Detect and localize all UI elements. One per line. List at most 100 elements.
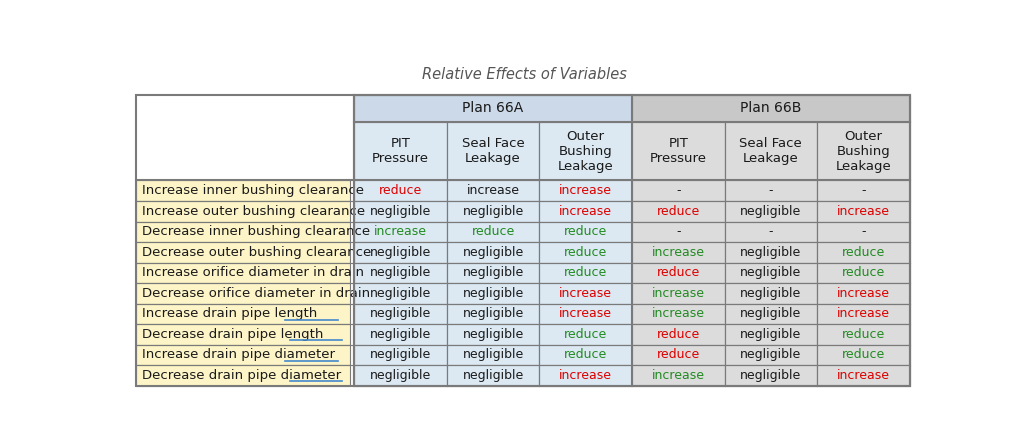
- Text: -: -: [676, 225, 681, 238]
- Bar: [817, 303, 909, 324]
- Bar: [725, 303, 817, 324]
- Bar: [725, 365, 817, 386]
- Text: Seal Face
Leakage: Seal Face Leakage: [462, 138, 524, 165]
- Bar: [817, 345, 909, 365]
- Bar: [136, 201, 350, 222]
- Bar: [540, 345, 632, 365]
- Bar: [540, 222, 632, 242]
- Text: Relative Effects of Variables: Relative Effects of Variables: [422, 67, 628, 82]
- Bar: [632, 324, 725, 345]
- Bar: [354, 222, 446, 242]
- Bar: [817, 122, 909, 180]
- Text: increase: increase: [467, 184, 519, 197]
- Bar: [446, 263, 540, 283]
- Bar: [632, 180, 725, 201]
- Bar: [632, 303, 725, 324]
- Text: Decrease: Decrease: [142, 369, 209, 382]
- Text: negligible: negligible: [463, 307, 523, 320]
- Bar: [725, 222, 817, 242]
- Text: Decrease drain pipe diameter: Decrease drain pipe diameter: [142, 369, 341, 382]
- Text: reduce: reduce: [656, 328, 699, 341]
- Text: reduce: reduce: [564, 225, 607, 238]
- Bar: [354, 263, 446, 283]
- Text: negligible: negligible: [740, 369, 802, 382]
- Text: negligible: negligible: [370, 348, 431, 361]
- Bar: [136, 222, 350, 242]
- Text: Increase drain pipe: Increase drain pipe: [142, 348, 270, 361]
- Text: Increase orifice diameter in drain: Increase orifice diameter in drain: [142, 267, 365, 279]
- Text: negligible: negligible: [740, 205, 802, 218]
- Bar: [354, 365, 446, 386]
- Bar: [136, 263, 350, 283]
- Bar: [817, 180, 909, 201]
- Text: Increase drain pipe diameter: Increase drain pipe diameter: [142, 348, 335, 361]
- Text: increase: increase: [559, 205, 612, 218]
- Bar: [725, 263, 817, 283]
- Text: increase: increase: [651, 369, 705, 382]
- Text: negligible: negligible: [370, 246, 431, 259]
- Text: -: -: [861, 184, 865, 197]
- Bar: [136, 345, 350, 365]
- Bar: [540, 263, 632, 283]
- Text: negligible: negligible: [740, 246, 802, 259]
- Text: increase: increase: [837, 307, 890, 320]
- Text: negligible: negligible: [370, 287, 431, 300]
- Text: Decrease orifice diameter in drain: Decrease orifice diameter in drain: [142, 287, 371, 300]
- Bar: [446, 345, 540, 365]
- Text: negligible: negligible: [463, 246, 523, 259]
- Text: increase: increase: [559, 369, 612, 382]
- Text: Increase: Increase: [142, 307, 203, 320]
- Bar: [136, 94, 350, 122]
- Text: reduce: reduce: [564, 246, 607, 259]
- Text: reduce: reduce: [842, 348, 885, 361]
- Bar: [136, 122, 350, 180]
- Bar: [540, 365, 632, 386]
- Text: increase: increase: [374, 225, 427, 238]
- Text: PIT
Pressure: PIT Pressure: [650, 138, 707, 165]
- Bar: [446, 242, 540, 263]
- Text: Outer
Bushing
Leakage: Outer Bushing Leakage: [836, 130, 891, 173]
- Bar: [540, 283, 632, 303]
- Bar: [540, 122, 632, 180]
- Bar: [446, 201, 540, 222]
- Bar: [354, 94, 632, 122]
- Bar: [354, 283, 446, 303]
- Text: negligible: negligible: [740, 267, 802, 279]
- Bar: [354, 94, 909, 386]
- Text: increase: increase: [559, 287, 612, 300]
- Text: -: -: [769, 184, 773, 197]
- Bar: [632, 94, 909, 122]
- Text: Decrease: Decrease: [142, 328, 209, 341]
- Bar: [540, 303, 632, 324]
- Bar: [725, 345, 817, 365]
- Text: reduce: reduce: [564, 267, 607, 279]
- Text: negligible: negligible: [740, 348, 802, 361]
- Text: negligible: negligible: [370, 205, 431, 218]
- Text: negligible: negligible: [463, 205, 523, 218]
- Text: negligible: negligible: [463, 328, 523, 341]
- Bar: [354, 201, 446, 222]
- Text: increase: increase: [837, 287, 890, 300]
- Bar: [136, 180, 350, 201]
- Bar: [817, 324, 909, 345]
- Bar: [725, 283, 817, 303]
- Text: Increase drain pipe length: Increase drain pipe length: [142, 307, 317, 320]
- Text: Decrease drain pipe length: Decrease drain pipe length: [142, 328, 324, 341]
- Text: negligible: negligible: [463, 369, 523, 382]
- Bar: [540, 242, 632, 263]
- Text: reduce: reduce: [656, 267, 699, 279]
- Bar: [817, 242, 909, 263]
- Bar: [446, 122, 540, 180]
- Text: Increase: Increase: [142, 348, 203, 361]
- Bar: [136, 94, 909, 386]
- Text: reduce: reduce: [842, 267, 885, 279]
- Bar: [817, 263, 909, 283]
- Text: Decrease drain pipe length: Decrease drain pipe length: [142, 328, 324, 341]
- Bar: [446, 303, 540, 324]
- Text: Decrease drain pipe: Decrease drain pipe: [142, 328, 276, 341]
- Bar: [632, 365, 725, 386]
- Text: -: -: [861, 225, 865, 238]
- Bar: [446, 365, 540, 386]
- Bar: [632, 263, 725, 283]
- Text: negligible: negligible: [370, 328, 431, 341]
